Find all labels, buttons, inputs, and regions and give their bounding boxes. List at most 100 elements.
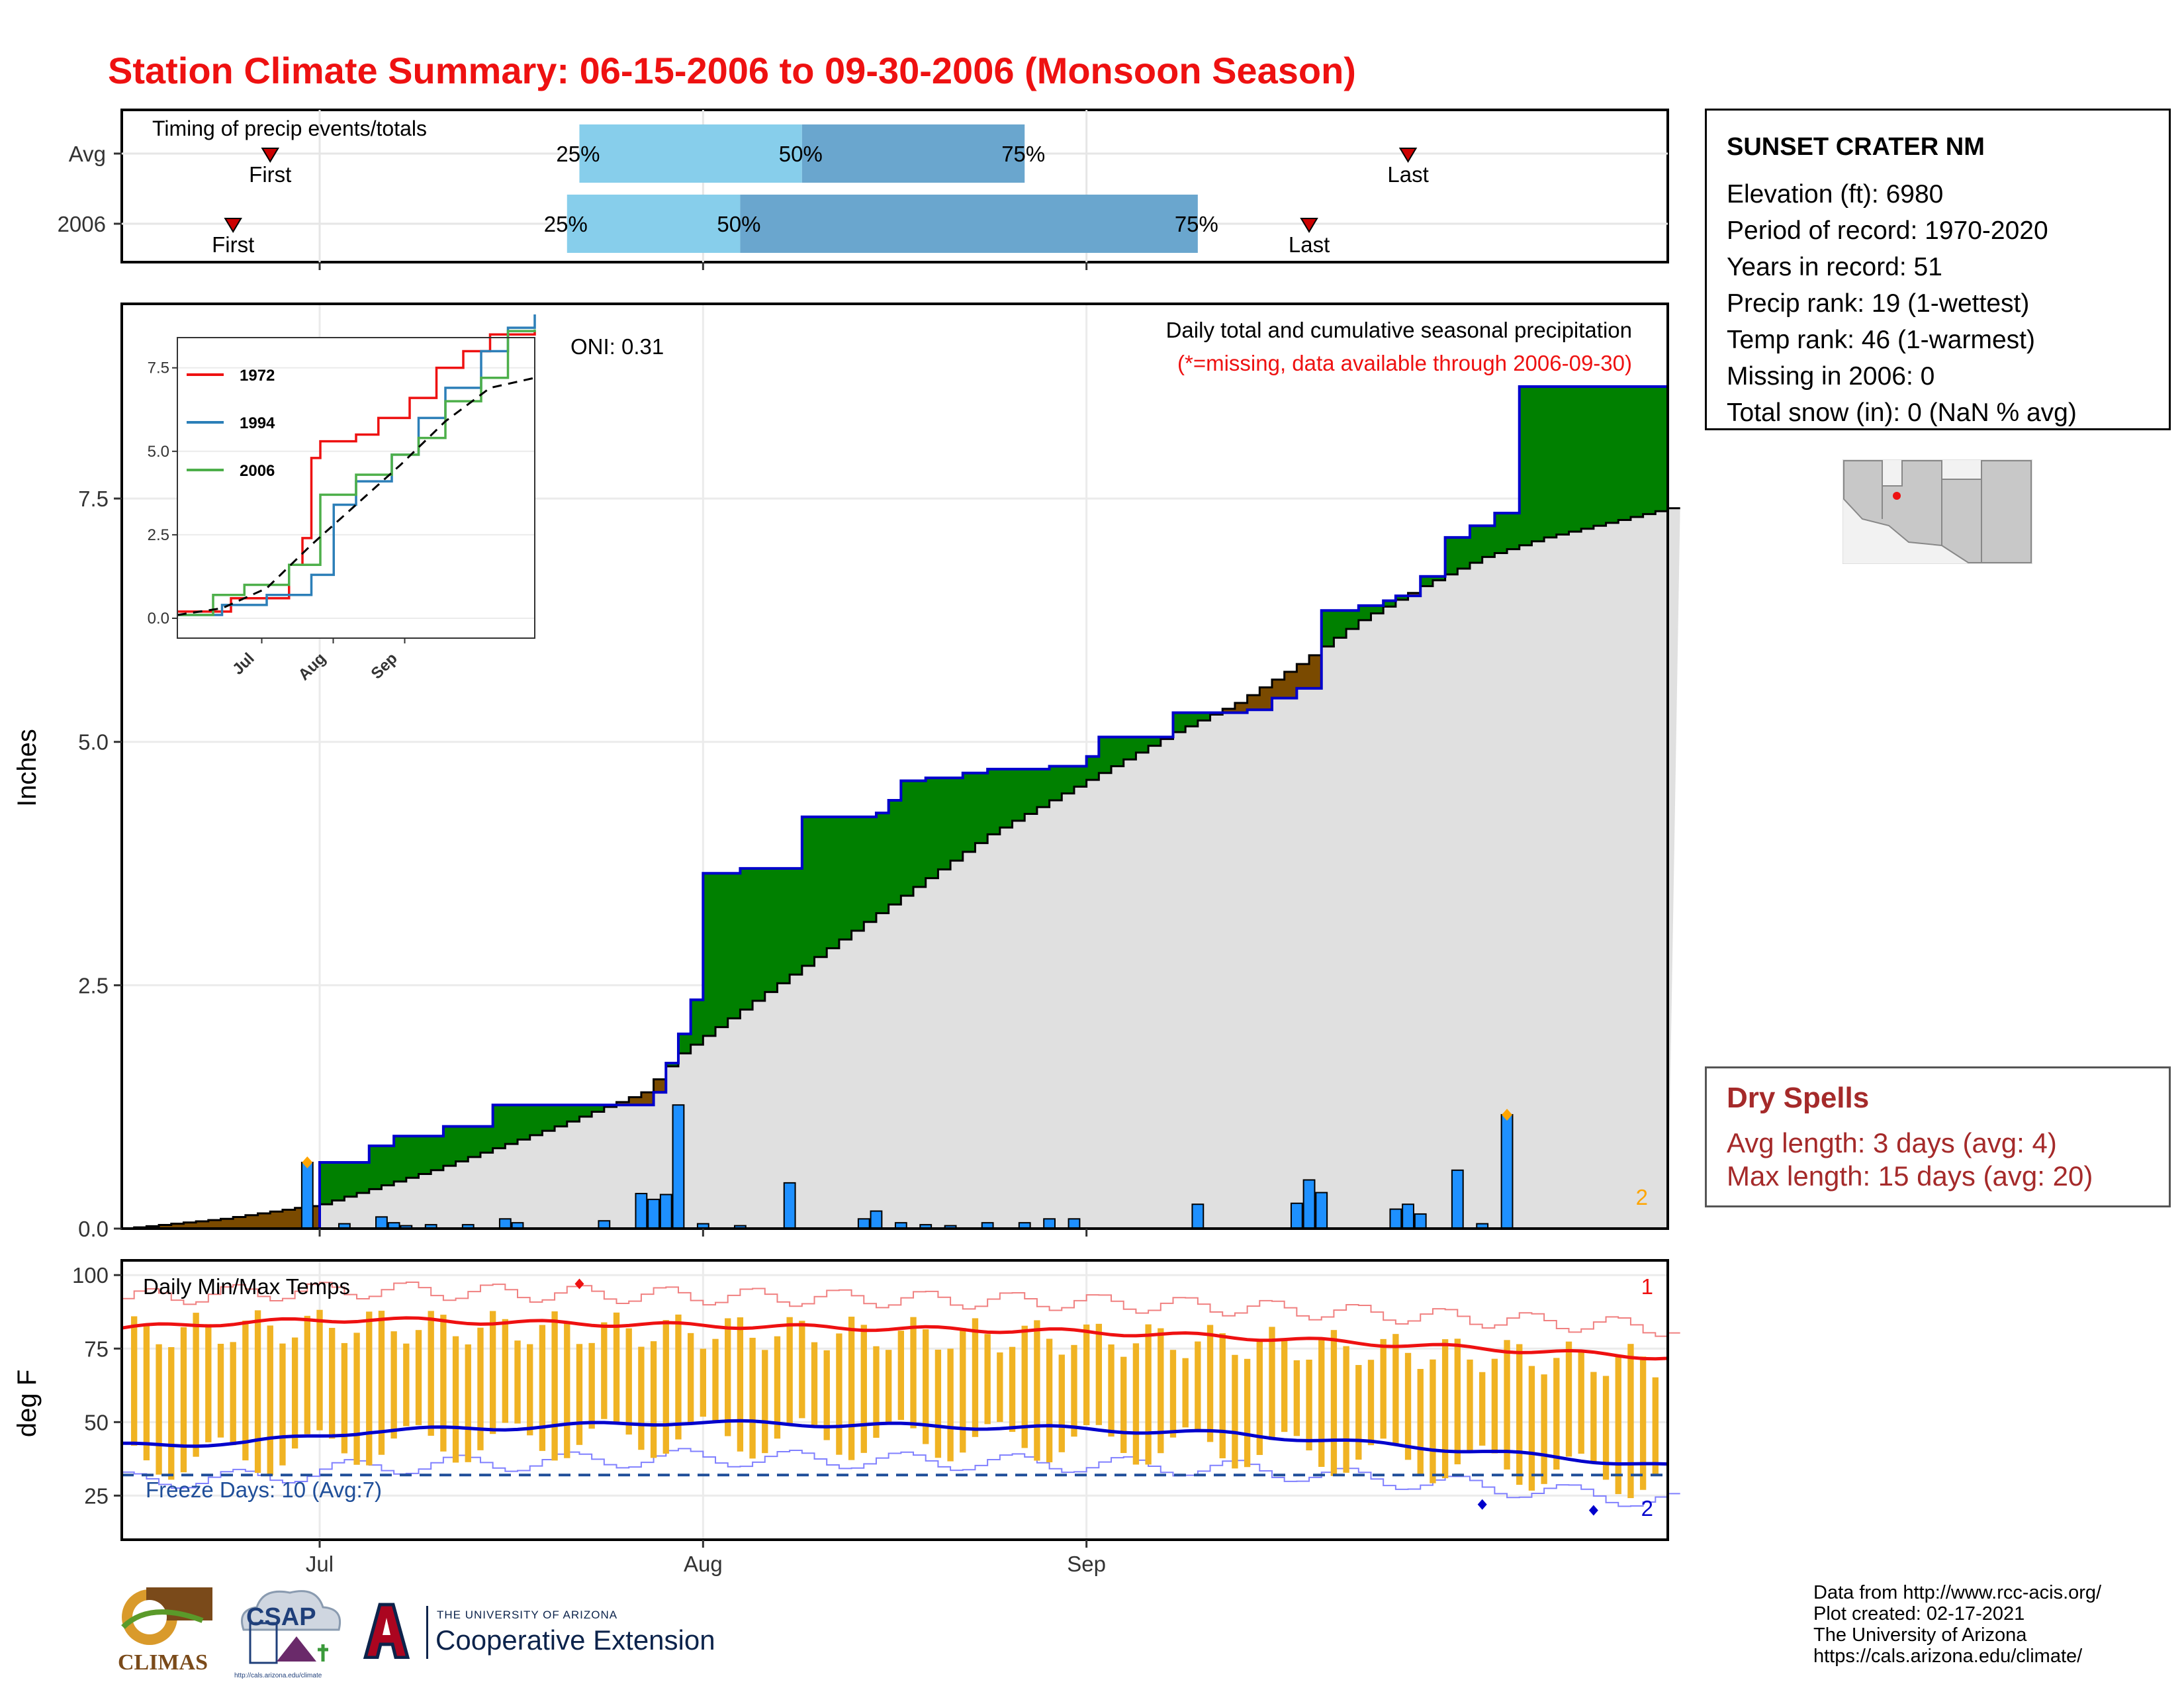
daily-temp-range-bar [662, 1320, 669, 1454]
cumulative-diff-band [233, 1217, 246, 1229]
daily-temp-range-bar [156, 1344, 162, 1475]
cumulative-diff-band [777, 868, 790, 984]
timing-row-label: 2006 [58, 212, 106, 236]
cumulative-diff-band [1024, 769, 1038, 814]
daily-temp-range-bar [1195, 1341, 1201, 1430]
climas-wordmark: CLIMAS [117, 1650, 208, 1675]
daily-temp-range-bar [1095, 1323, 1103, 1425]
daily-temp-range-bar [799, 1321, 805, 1419]
freeze-days-label: Freeze Days: 10 (Avg:7) [146, 1477, 382, 1502]
cumulative-diff-band [344, 1162, 357, 1197]
cumulative-2006-line [122, 385, 1668, 1230]
daily-temp-range-bar [564, 1323, 570, 1458]
cumulative-diff-band [913, 780, 927, 887]
cumulative-diff-band [801, 816, 815, 966]
daily-temp-range-bar [452, 1336, 459, 1463]
cumulative-diff-band [678, 1033, 692, 1054]
daily-temp-range-bar [786, 1317, 793, 1425]
temp-y-tick-label: 25 [84, 1483, 109, 1508]
daily-precip-bar [870, 1210, 883, 1229]
daily-temp-range-bar [1256, 1340, 1263, 1455]
daily-precip-bar [1068, 1218, 1081, 1229]
cumulative-diff-band [851, 816, 864, 931]
inset-y-tick-label: 7.5 [148, 359, 169, 377]
timing-first-marker [224, 218, 242, 233]
temp-frame [120, 1259, 1669, 1541]
daily-temp-range-bar [1380, 1338, 1387, 1439]
cumulative-diff-band [1259, 687, 1273, 710]
cumulative-diff-band [1519, 386, 1533, 545]
inset-y-tick-label: 5.0 [148, 443, 169, 461]
daily-temp-range-bar [1058, 1354, 1065, 1452]
timing-last-marker [1398, 148, 1418, 163]
inset-series-line [177, 329, 536, 616]
record-max-line [122, 1281, 1680, 1337]
cumulative-diff-band [1185, 712, 1199, 727]
cumulative-diff-band [1222, 708, 1236, 713]
page-title: Station Climate Summary: 06-15-2006 to 0… [108, 50, 1356, 91]
cumulative-diff-band [555, 1105, 568, 1127]
cumulative-diff-band [1321, 610, 1335, 647]
cumulative-diff-band [1655, 386, 1668, 512]
cumulative-diff-band [1309, 655, 1322, 688]
daily-temp-range-bar [774, 1336, 781, 1439]
cumulative-diff-band [950, 778, 964, 861]
record-high-marker [574, 1278, 584, 1289]
dry-spells-box: Dry Spells Avg length: 3 days (avg: 4) M… [1705, 1066, 2171, 1207]
daily-temp-range-bar [1491, 1358, 1498, 1454]
precip-y-tick-label: 7.5 [78, 487, 109, 511]
daily-temp-range-bar [1145, 1324, 1152, 1465]
credit-line: Plot created: 02-17-2021 [1813, 1603, 2025, 1624]
daily-temp-range-bar [378, 1311, 385, 1455]
daily-temp-range-bar [143, 1323, 150, 1461]
cumulative-diff-band [962, 773, 976, 852]
cumulative-diff-band [715, 873, 729, 1027]
cumulative-diff-band [406, 1136, 420, 1178]
daily-temp-range-bar [1132, 1343, 1140, 1465]
cumulative-diff-band [579, 1105, 592, 1117]
location-map [1843, 459, 2032, 564]
daily-precip-bar [1191, 1203, 1205, 1229]
station-detail-line: Years in record: 51 [1727, 253, 1942, 281]
daily-temp-range-bar [1244, 1358, 1251, 1468]
precip-panel: 0.0 2.5 5.0 7.5 Inches ONI: 0.31 Daily total a… [13, 303, 1680, 1241]
timing-first-marker [261, 148, 280, 163]
cumulative-diff-band [1346, 610, 1359, 630]
daily-temp-range-bar [180, 1327, 187, 1473]
daily-temp-range-bar [625, 1328, 632, 1435]
daily-temp-range-bar [588, 1342, 595, 1429]
precip-y-axis-label: Inches [13, 729, 42, 807]
cumulative-diff-band [1234, 702, 1248, 713]
cumulative-diff-band [208, 1220, 222, 1229]
cumulative-diff-band [888, 800, 901, 905]
cumulative-diff-band [1062, 766, 1075, 794]
daily-temp-range-bar [1441, 1339, 1449, 1479]
daily-temp-range-bar [415, 1330, 422, 1425]
temp-y-axis-label: deg F [13, 1370, 42, 1437]
inset-y-tick-label: 2.5 [148, 526, 169, 544]
temp-x-tick-label: Jul [306, 1552, 334, 1576]
daily-temp-range-bar [923, 1329, 929, 1444]
daily-temp-range-bar [1269, 1327, 1275, 1440]
cumulative-diff-band [740, 868, 753, 1010]
daily-temp-range-bar [687, 1333, 694, 1425]
daily-temp-range-bar [1318, 1339, 1325, 1467]
daily-temp-range-bar [675, 1314, 682, 1440]
ua-logo: THE UNIVERSITY OF ARIZONA Cooperative Ex… [363, 1602, 747, 1668]
daily-temp-range-bar [638, 1346, 645, 1450]
dry-spells-title: Dry Spells [1727, 1082, 1870, 1114]
daily-temp-range-bar [254, 1310, 261, 1474]
daily-temp-range-bar [576, 1344, 583, 1445]
timing-first-label: First [212, 232, 254, 257]
cumulative-diff-band [666, 1063, 679, 1066]
right-figure: 0510158.65 inPrecip020406042 daysRain da… [1694, 0, 2184, 1688]
daily-temp-range-bar [1021, 1325, 1028, 1448]
cumulative-diff-band [1445, 537, 1458, 575]
cumulative-diff-band [999, 769, 1013, 828]
daily-temp-range-bar [1071, 1344, 1077, 1437]
daily-temp-range-bar [1578, 1350, 1584, 1454]
daily-temp-range-bar [1565, 1341, 1572, 1457]
daily-precip-bar [672, 1104, 685, 1229]
precip-frame [120, 303, 1669, 1230]
daily-temp-range-bar [1467, 1359, 1473, 1451]
